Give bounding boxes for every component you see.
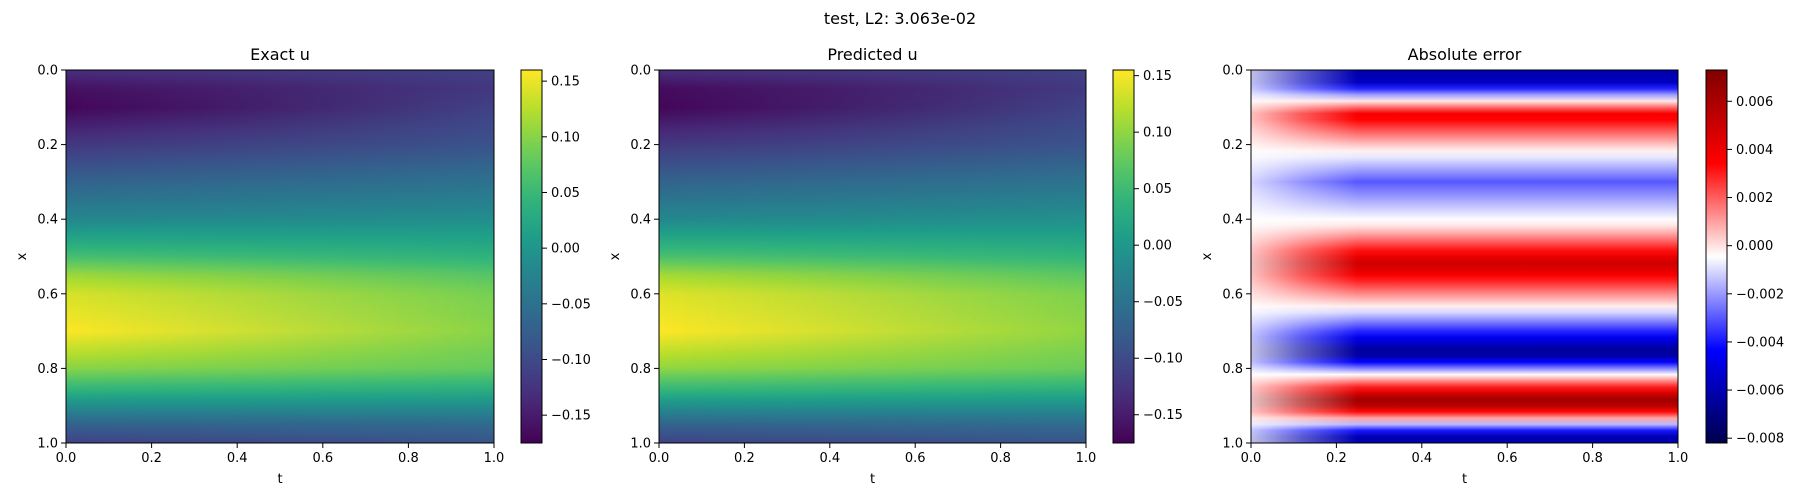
colorbar-tick-label: 0.15 (551, 75, 580, 90)
x-tick-label: 1.0 (484, 451, 505, 466)
colorbar-tick-label: 0.002 (1736, 191, 1773, 206)
x-tick-label: 0.8 (398, 451, 419, 466)
y-tick-label: 0.8 (37, 362, 58, 377)
x-tick-label: 0.0 (649, 451, 670, 466)
colorbar-tick-label: −0.15 (1143, 408, 1183, 423)
y-tick-label: 0.2 (37, 138, 58, 153)
y-tick-label: 0.4 (630, 213, 651, 228)
colorbar-tick-label: −0.15 (551, 409, 591, 424)
x-axis-label: t (870, 472, 875, 487)
axes-frame (65, 69, 495, 444)
colorbar-tick-label: 0.00 (1143, 239, 1172, 254)
colorbar-tick-label: −0.004 (1736, 335, 1784, 350)
colorbar-tick-label: −0.008 (1736, 432, 1784, 447)
panel-title: Absolute error (1408, 45, 1522, 64)
y-tick-label: 0.6 (1222, 287, 1243, 302)
colorbar-tick-label: 0.15 (1143, 69, 1172, 84)
colorbar-tick-label: −0.006 (1736, 384, 1784, 399)
x-tick-label: 0.0 (56, 451, 77, 466)
colorbar (1705, 69, 1728, 444)
y-tick-label: 0.2 (1222, 138, 1243, 153)
x-tick-label: 0.8 (1582, 451, 1603, 466)
x-axis-label: t (277, 472, 282, 487)
y-axis-label: x (1200, 252, 1215, 260)
panel-1: Exact u0.0 0.2 0.4 0.6 0.8 1.00.00.20.40.60.8… (15, 45, 591, 487)
y-tick-label: 0.8 (630, 362, 651, 377)
figure-suptitle: test, L2: 3.063e-02 (824, 9, 976, 28)
y-tick-label: 0.6 (37, 287, 58, 302)
x-axis-label: t (1462, 472, 1467, 487)
colorbar-tick-label: 0.000 (1736, 239, 1773, 254)
colorbar (1112, 69, 1135, 444)
colorbar-tick-label: 0.00 (551, 242, 580, 257)
x-tick-label: 0.6 (1497, 451, 1518, 466)
heatmap-field-overlay (1251, 70, 1678, 443)
x-tick-label: 0.4 (227, 451, 248, 466)
colorbar-tick-label: 0.05 (551, 186, 580, 201)
colorbar-tick-label: −0.05 (551, 297, 591, 312)
colorbar-tick-label: 0.004 (1736, 143, 1773, 158)
colorbar-tick-label: −0.002 (1736, 287, 1784, 302)
y-tick-label: 0.6 (630, 287, 651, 302)
colorbar-tick-label: 0.006 (1736, 95, 1773, 110)
x-tick-label: 0.4 (1411, 451, 1432, 466)
y-tick-label: 0.2 (630, 138, 651, 153)
heatmap-field-late (66, 70, 494, 443)
x-tick-label: 0.2 (1326, 451, 1347, 466)
x-tick-label: 1.0 (1668, 451, 1689, 466)
y-axis-label: x (608, 252, 623, 260)
y-tick-label: 1.0 (630, 437, 651, 452)
axes-frame (1250, 69, 1679, 444)
y-tick-label: 0.8 (1222, 362, 1243, 377)
panel-title: Exact u (250, 45, 310, 64)
colorbar-tick-label: −0.10 (1143, 352, 1183, 367)
x-tick-label: 1.0 (1076, 451, 1097, 466)
heatmap-field-late (659, 70, 1086, 443)
x-tick-label: 0.8 (990, 451, 1011, 466)
x-tick-label: 0.2 (141, 451, 162, 466)
colorbar-tick-label: 0.10 (1143, 126, 1172, 141)
colorbar-tick-label: −0.10 (551, 353, 591, 368)
x-tick-label: 0.6 (905, 451, 926, 466)
y-tick-label: 0.0 (1222, 64, 1243, 79)
y-tick-label: 0.4 (37, 213, 58, 228)
x-tick-label: 0.6 (312, 451, 333, 466)
y-tick-label: 0.0 (37, 64, 58, 79)
colorbar (520, 69, 543, 444)
colorbar-tick-label: −0.05 (1143, 295, 1183, 310)
panel-title: Predicted u (827, 45, 917, 64)
panel-2: Predicted u0.0 0.2 0.4 0.6 0.8 1.00.00.20.40.… (608, 45, 1183, 487)
y-tick-label: 0.0 (630, 64, 651, 79)
x-tick-label: 0.4 (819, 451, 840, 466)
y-tick-label: 0.4 (1222, 213, 1243, 228)
colorbar-tick-label: 0.05 (1143, 182, 1172, 197)
x-tick-label: 0.2 (734, 451, 755, 466)
y-axis-label: x (15, 252, 30, 260)
colorbar-tick-label: 0.10 (551, 130, 580, 145)
y-tick-label: 1.0 (1222, 437, 1243, 452)
x-tick-label: 0.0 (1241, 451, 1262, 466)
y-tick-label: 1.0 (37, 437, 58, 452)
axes-frame (658, 69, 1087, 444)
